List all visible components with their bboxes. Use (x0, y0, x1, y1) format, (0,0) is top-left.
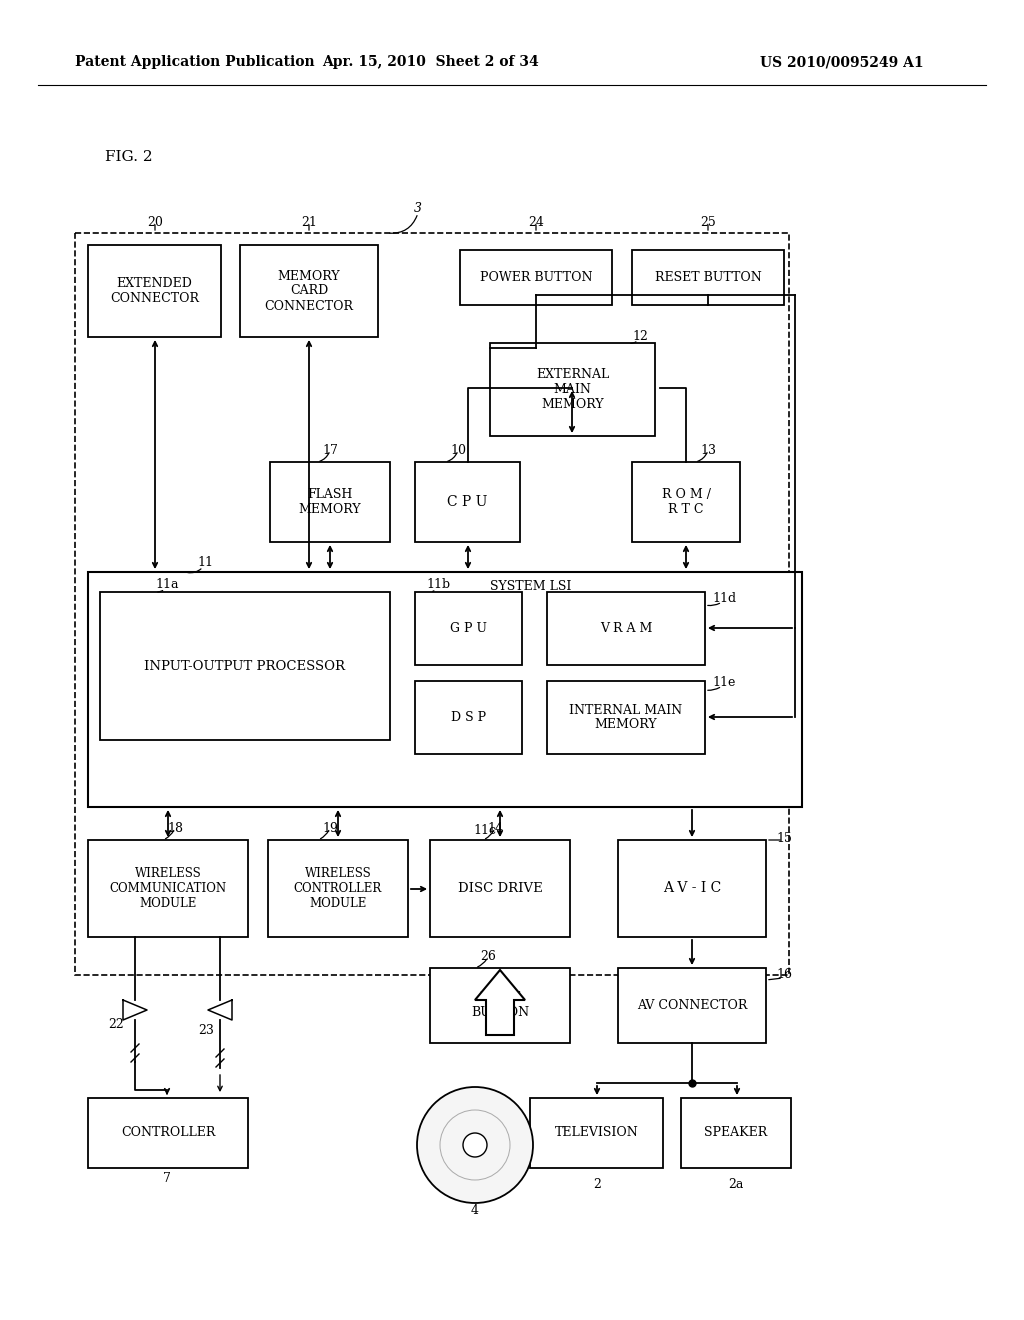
Text: TELEVISION: TELEVISION (555, 1126, 638, 1139)
Bar (681, 1098, 791, 1168)
Text: R O M /
R T C: R O M / R T C (662, 488, 711, 516)
Text: WIRELESS
CONTROLLER
MODULE: WIRELESS CONTROLLER MODULE (294, 867, 382, 909)
Bar (415, 681, 522, 754)
Bar (88, 572, 802, 807)
Text: 12: 12 (632, 330, 648, 343)
Circle shape (463, 1133, 487, 1158)
Bar (430, 840, 570, 937)
Text: 24: 24 (528, 215, 544, 228)
Text: 10: 10 (450, 444, 466, 457)
Text: 16: 16 (776, 969, 792, 982)
Text: 26: 26 (480, 950, 496, 964)
Text: 11a: 11a (156, 578, 179, 591)
Text: 11c: 11c (473, 824, 497, 837)
Text: 2a: 2a (728, 1179, 743, 1192)
Text: V R A M: V R A M (600, 622, 652, 635)
Text: RESET BUTTON: RESET BUTTON (654, 271, 762, 284)
Text: 20: 20 (147, 215, 163, 228)
Bar (632, 249, 784, 305)
Text: 19: 19 (323, 821, 338, 834)
Text: D S P: D S P (451, 711, 486, 723)
Bar (88, 246, 221, 337)
Text: 11: 11 (197, 556, 213, 569)
Text: EXTENDED
CONNECTOR: EXTENDED CONNECTOR (110, 277, 199, 305)
Bar (547, 591, 705, 665)
Bar (632, 462, 740, 543)
Text: 2: 2 (593, 1179, 601, 1192)
Text: MEMORY
CARD
CONNECTOR: MEMORY CARD CONNECTOR (264, 269, 353, 313)
Text: 3: 3 (414, 202, 422, 214)
Text: DISC DRIVE: DISC DRIVE (458, 882, 543, 895)
Bar (270, 462, 390, 543)
Text: 11d: 11d (712, 591, 736, 605)
Bar (490, 343, 655, 436)
Text: C P U: C P U (447, 495, 487, 510)
Text: 18: 18 (167, 821, 183, 834)
Text: FIG. 2: FIG. 2 (105, 150, 153, 164)
Text: CONTROLLER: CONTROLLER (121, 1126, 215, 1139)
Bar (618, 840, 766, 937)
Text: SYSTEM LSI: SYSTEM LSI (490, 579, 571, 593)
Text: A V - I C: A V - I C (663, 882, 721, 895)
Text: G P U: G P U (450, 622, 487, 635)
Bar (547, 681, 705, 754)
Text: 14: 14 (487, 821, 503, 834)
Text: INPUT-OUTPUT PROCESSOR: INPUT-OUTPUT PROCESSOR (144, 660, 345, 672)
Text: 7: 7 (163, 1172, 171, 1184)
FancyArrow shape (475, 970, 525, 1035)
Bar (415, 591, 522, 665)
Text: Apr. 15, 2010  Sheet 2 of 34: Apr. 15, 2010 Sheet 2 of 34 (322, 55, 539, 69)
Text: Patent Application Publication: Patent Application Publication (75, 55, 314, 69)
Bar (88, 840, 248, 937)
Text: 11b: 11b (426, 578, 451, 591)
Bar (530, 1098, 663, 1168)
Text: 13: 13 (700, 444, 716, 457)
Text: INTERNAL MAIN
MEMORY: INTERNAL MAIN MEMORY (569, 704, 683, 731)
Text: 4: 4 (471, 1204, 479, 1217)
Text: 21: 21 (301, 215, 317, 228)
Text: WIRELESS
COMMUNICATION
MODULE: WIRELESS COMMUNICATION MODULE (110, 867, 226, 909)
Bar (268, 840, 408, 937)
Text: 15: 15 (776, 832, 792, 845)
Bar (618, 968, 766, 1043)
Text: EJECT
BUTTON: EJECT BUTTON (471, 991, 529, 1019)
Text: AV CONNECTOR: AV CONNECTOR (637, 999, 748, 1012)
Text: EXTERNAL
MAIN
MEMORY: EXTERNAL MAIN MEMORY (536, 368, 609, 411)
Text: US 2010/0095249 A1: US 2010/0095249 A1 (760, 55, 924, 69)
Text: POWER BUTTON: POWER BUTTON (480, 271, 592, 284)
Bar (100, 591, 390, 741)
Text: 22: 22 (109, 1019, 124, 1031)
Circle shape (417, 1086, 534, 1203)
Bar (430, 968, 570, 1043)
Text: 25: 25 (700, 215, 716, 228)
Text: 17: 17 (323, 444, 338, 457)
Bar (75, 234, 790, 975)
Bar (88, 1098, 248, 1168)
Text: SPEAKER: SPEAKER (705, 1126, 768, 1139)
Text: 23: 23 (198, 1023, 214, 1036)
Bar (240, 246, 378, 337)
Text: 11e: 11e (713, 676, 735, 689)
Text: FLASH
MEMORY: FLASH MEMORY (299, 488, 361, 516)
Bar (415, 462, 520, 543)
Bar (460, 249, 612, 305)
